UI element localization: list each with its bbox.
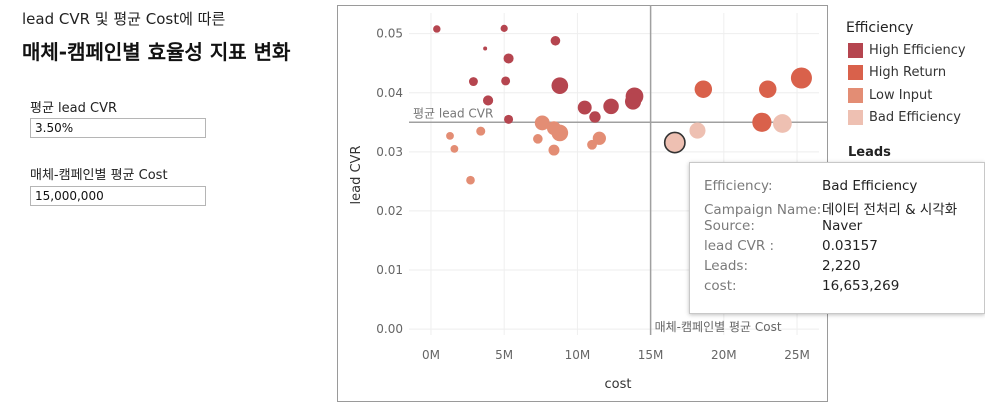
avg-cost-input[interactable] xyxy=(30,186,206,206)
tooltip-key: Campaign Name: xyxy=(704,202,822,218)
data-point[interactable] xyxy=(446,131,454,140)
data-point[interactable] xyxy=(433,25,441,33)
dashboard-subtitle: lead CVR 및 평균 Cost에 따른 xyxy=(22,10,226,28)
y-tick-label: 0.00 xyxy=(376,322,403,336)
y-axis-label: lead CVR xyxy=(349,146,364,205)
legend-item-label: Bad Efficiency xyxy=(869,110,961,125)
data-point[interactable] xyxy=(534,115,550,131)
tooltip-key: cost: xyxy=(704,278,737,294)
legend-item-label: High Efficiency xyxy=(869,43,966,58)
data-points xyxy=(433,24,812,185)
legend-swatch xyxy=(848,43,863,58)
tooltip-key: Efficiency: xyxy=(704,178,773,194)
tooltip-row-source: Source: Naver xyxy=(704,218,862,234)
data-point[interactable] xyxy=(577,100,592,115)
tooltip-value: 2,220 xyxy=(822,258,861,274)
tooltip-row-campaign: Campaign Name:데이터 전처리 & 시각화 xyxy=(704,198,957,218)
data-point[interactable] xyxy=(450,144,459,153)
data-point[interactable] xyxy=(500,24,508,32)
data-point[interactable] xyxy=(503,53,514,64)
legend-swatch xyxy=(848,88,863,103)
data-point[interactable] xyxy=(624,93,642,110)
data-point[interactable] xyxy=(694,80,713,98)
tooltip-value: 0.03157 xyxy=(822,238,878,254)
avg-lead-cvr-input[interactable] xyxy=(30,118,206,138)
data-point[interactable] xyxy=(476,126,486,136)
data-point[interactable] xyxy=(663,131,686,154)
tooltip-value: Bad Efficiency xyxy=(822,178,918,194)
data-point[interactable] xyxy=(501,76,511,86)
x-tick-label: 5M xyxy=(495,348,513,362)
size-legend-title: Leads xyxy=(848,145,891,160)
data-point[interactable] xyxy=(466,175,475,185)
tooltip-row-lead-cvr: lead CVR : 0.03157 xyxy=(704,238,878,254)
tooltip-row-efficiency: Efficiency: Bad Efficiency xyxy=(704,178,917,194)
tooltip-row-leads: Leads: 2,220 xyxy=(704,258,861,274)
data-point[interactable] xyxy=(548,144,560,156)
data-point[interactable] xyxy=(589,111,601,123)
legend-item-high-return[interactable]: High Return xyxy=(848,65,946,83)
data-point[interactable] xyxy=(603,98,619,115)
tooltip-key: lead CVR : xyxy=(704,238,775,254)
x-tick-label: 25M xyxy=(784,348,810,362)
tooltip-value: 데이터 전처리 & 시각화 xyxy=(822,202,958,218)
tooltip-value: Naver xyxy=(822,218,863,234)
data-point[interactable] xyxy=(504,114,514,124)
data-point[interactable] xyxy=(592,131,606,145)
x-tick-label: 20M xyxy=(711,348,737,362)
y-tick-label: 0.05 xyxy=(376,27,403,41)
data-point[interactable] xyxy=(483,46,488,51)
tooltip-key: Leads: xyxy=(704,258,749,274)
y-tick-label: 0.04 xyxy=(376,86,403,100)
legend-item-high-efficiency[interactable]: High Efficiency xyxy=(848,43,966,61)
legend-item-bad-efficiency[interactable]: Bad Efficiency xyxy=(848,110,961,128)
legend-title: Efficiency xyxy=(846,20,914,36)
avg-cost-label: 매체-캠페인별 평균 Cost xyxy=(30,168,168,183)
data-point[interactable] xyxy=(790,67,812,89)
x-tick-label: 0M xyxy=(422,348,440,362)
point-tooltip: Efficiency: Bad Efficiency Campaign Name:… xyxy=(689,162,985,314)
legend-swatch xyxy=(848,65,863,80)
data-point[interactable] xyxy=(551,77,569,94)
data-point[interactable] xyxy=(752,112,772,132)
avg-lead-cvr-label: 평균 lead CVR xyxy=(30,101,118,116)
y-tick-label: 0.02 xyxy=(376,204,403,218)
data-point[interactable] xyxy=(759,80,777,98)
data-point[interactable] xyxy=(587,139,597,150)
data-point[interactable] xyxy=(482,95,494,106)
data-point[interactable] xyxy=(689,122,706,139)
legend-item-label: High Return xyxy=(869,65,947,80)
data-point[interactable] xyxy=(546,121,561,136)
legend-swatch xyxy=(848,110,863,125)
tooltip-key: Source: xyxy=(704,218,755,234)
y-tick-label: 0.01 xyxy=(376,263,403,277)
y-tick-label: 0.03 xyxy=(376,145,403,159)
x-tick-label: 10M xyxy=(565,348,591,362)
dashboard-title: 매체-캠페인별 효율성 지표 변화 xyxy=(22,40,291,64)
x-axis-label: cost xyxy=(605,377,632,392)
avg-cost-reference-label: 매체-캠페인별 평균 Cost xyxy=(655,320,782,334)
data-point[interactable] xyxy=(468,77,478,86)
x-tick-label: 15M xyxy=(638,348,664,362)
legend-item-low-input[interactable]: Low Input xyxy=(848,88,932,106)
avg-cvr-reference-label: 평균 lead CVR xyxy=(413,106,493,120)
data-point[interactable] xyxy=(550,35,561,46)
data-point[interactable] xyxy=(533,134,543,144)
axes: 0M 5M 10M 15M 20M 25M 0.00 0.01 0.02 0.03 0.04 0.05 xyxy=(376,27,810,362)
legend-item-label: Low Input xyxy=(869,88,933,103)
data-point[interactable] xyxy=(773,114,792,133)
tooltip-value: 16,653,269 xyxy=(822,278,900,294)
scatter-chart[interactable]: 매체-캠페인별 평균 Cost 평균 lead CVR 0M 5M 10M 15M 20M… xyxy=(337,5,828,402)
tooltip-row-cost: cost: 16,653,269 xyxy=(704,278,899,294)
